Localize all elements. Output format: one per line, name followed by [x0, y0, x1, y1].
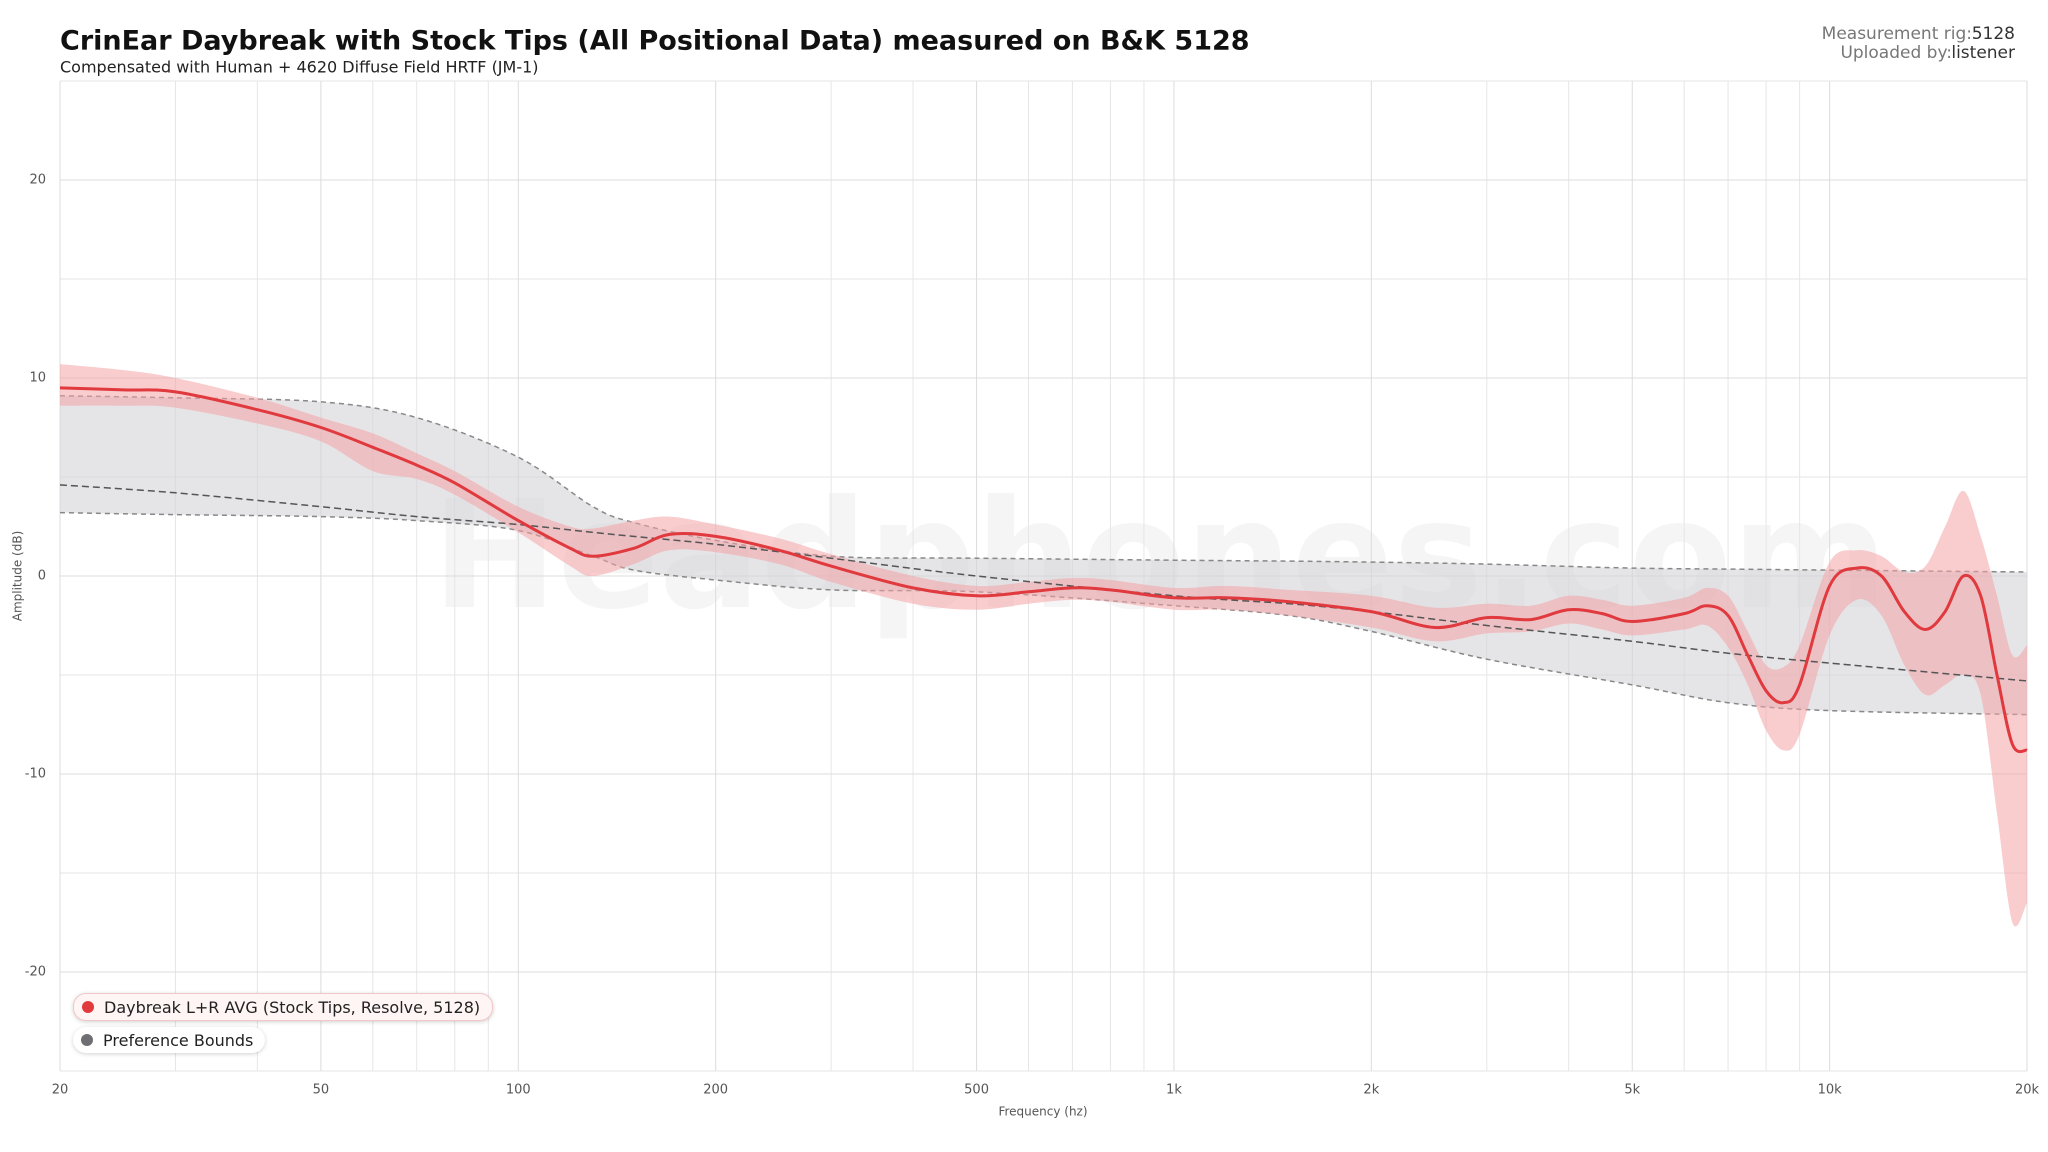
- x-tick-label: 10k: [1818, 1083, 1843, 1098]
- y-tick-label: 0: [38, 569, 46, 584]
- x-tick-label: 200: [703, 1083, 728, 1098]
- x-tick-label: 20k: [2015, 1083, 2040, 1098]
- uploader: listener: [1951, 43, 2015, 63]
- x-axis-label: Frequency (hz): [998, 1105, 1087, 1119]
- x-tick-label: 20: [52, 1083, 69, 1098]
- bound-line: [59, 511, 2028, 716]
- uploader-label: Uploaded by:: [1840, 43, 1952, 63]
- x-tick-label: 5k: [1624, 1083, 1640, 1098]
- series-line: [59, 386, 2028, 754]
- x-tick-label: 100: [506, 1083, 531, 1098]
- legend-swatch: [82, 1001, 94, 1013]
- bound-line: [59, 395, 2028, 573]
- chart-subtitle: Compensated with Human + 4620 Diffuse Fi…: [60, 58, 539, 77]
- legend-item[interactable]: Preference Bounds: [73, 1027, 266, 1053]
- rig: 5128: [1972, 24, 2015, 44]
- y-tick-label: 20: [29, 173, 46, 188]
- rig-label: Measurement rig:: [1822, 24, 1972, 44]
- y-tick-label: -20: [25, 965, 46, 980]
- y-axis-label: Amplitude (dB): [11, 531, 25, 622]
- chart-title: CrinEar Daybreak with Stock Tips (All Po…: [60, 26, 1250, 57]
- legend-label: Daybreak L+R AVG (Stock Tips, Resolve, 5…: [104, 997, 481, 1017]
- x-tick-label: 500: [964, 1083, 989, 1098]
- target-line: [59, 484, 2028, 682]
- x-tick-label: 1k: [1166, 1083, 1182, 1098]
- x-tick-label: 2k: [1363, 1083, 1379, 1098]
- legend-swatch: [81, 1034, 93, 1046]
- y-tick-label: 10: [29, 371, 46, 386]
- x-tick-label: 50: [313, 1083, 330, 1098]
- legend-item[interactable]: Daybreak L+R AVG (Stock Tips, Resolve, 5…: [73, 993, 494, 1021]
- y-tick-label: -10: [25, 767, 46, 782]
- band: [60, 364, 2027, 927]
- legend-label: Preference Bounds: [103, 1030, 254, 1050]
- band: [60, 395, 2027, 715]
